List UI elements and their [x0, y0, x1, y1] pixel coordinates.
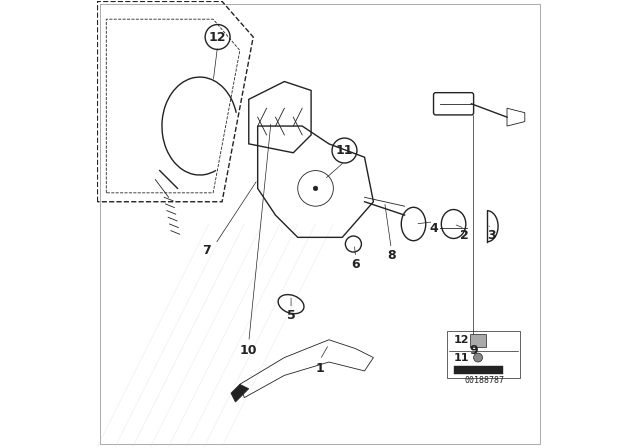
Text: 1: 1 [316, 362, 324, 375]
Circle shape [314, 186, 318, 190]
Text: 7: 7 [202, 244, 211, 257]
Text: 2: 2 [460, 228, 469, 241]
Text: 12: 12 [454, 335, 469, 345]
Text: 00188787: 00188787 [465, 376, 505, 385]
Text: 11: 11 [336, 144, 353, 157]
Polygon shape [231, 384, 249, 402]
Circle shape [474, 353, 483, 362]
Text: 12: 12 [209, 30, 227, 43]
Text: 5: 5 [287, 309, 296, 322]
Text: 4: 4 [429, 222, 438, 235]
Text: 6: 6 [351, 258, 360, 271]
Polygon shape [454, 366, 502, 374]
Text: 3: 3 [487, 228, 496, 241]
Text: 10: 10 [240, 345, 257, 358]
Text: 9: 9 [469, 345, 478, 358]
FancyBboxPatch shape [470, 334, 486, 347]
Text: 11: 11 [454, 353, 469, 362]
Text: 8: 8 [387, 249, 396, 262]
